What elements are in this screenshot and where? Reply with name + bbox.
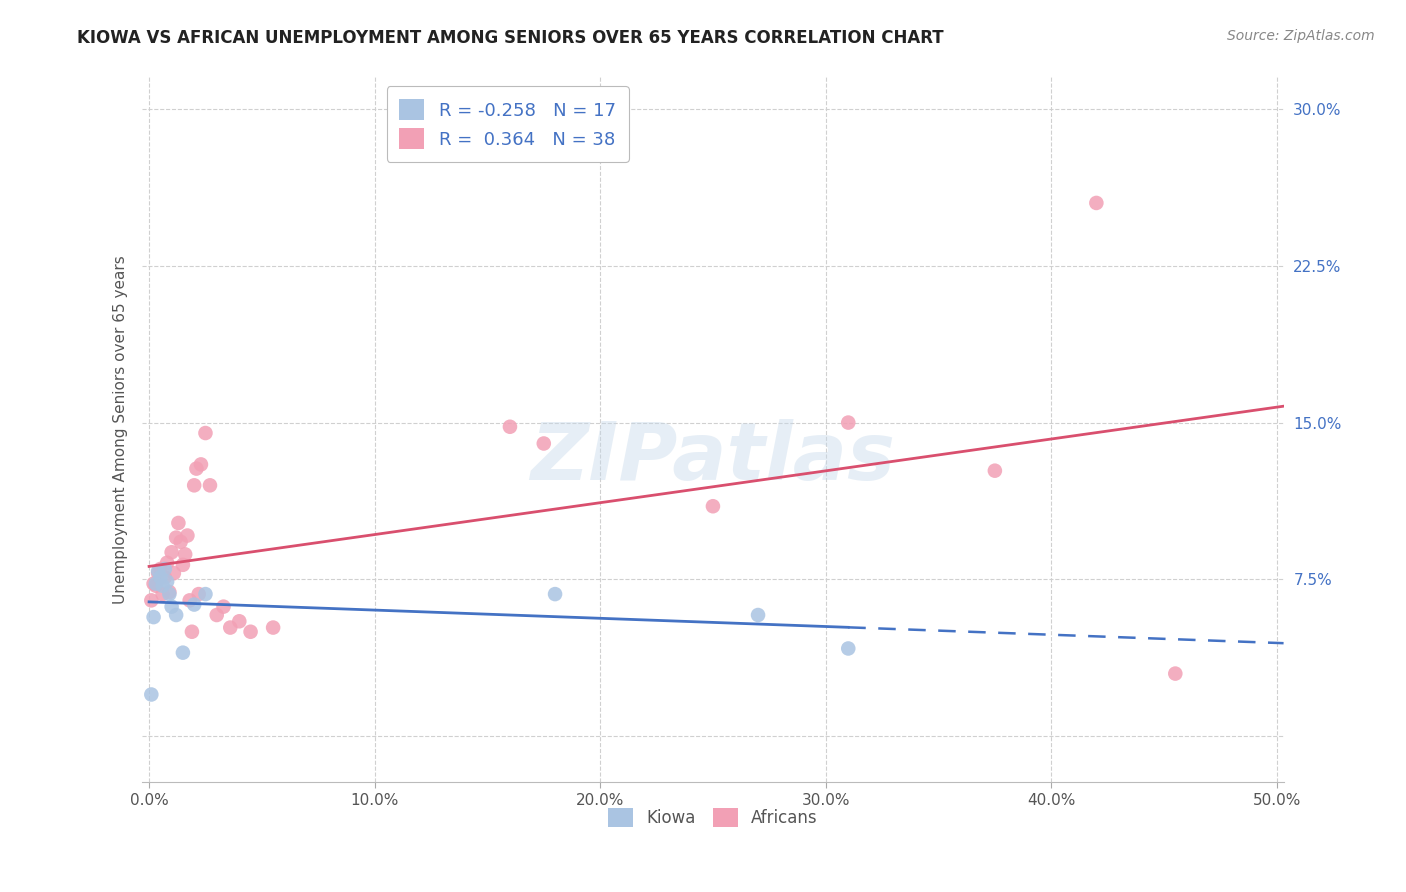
Point (163, 566, 186, 581)
Text: ZIPatlas: ZIPatlas (530, 419, 896, 497)
Point (156, 574, 179, 589)
Point (219, 621, 242, 635)
Point (157, 587, 180, 601)
Point (142, 610, 165, 624)
Point (149, 562, 172, 576)
Point (174, 547, 197, 561)
Point (837, 416, 859, 430)
Point (142, 576, 165, 591)
Point (194, 587, 217, 601)
Legend: Kiowa, Africans: Kiowa, Africans (602, 801, 824, 834)
Point (228, 615, 250, 629)
Text: KIOWA VS AFRICAN UNEMPLOYMENT AMONG SENIORS OVER 65 YEARS CORRELATION CHART: KIOWA VS AFRICAN UNEMPLOYMENT AMONG SENI… (77, 29, 943, 47)
Point (141, 593, 163, 607)
Point (499, 419, 522, 434)
Point (179, 593, 201, 607)
Point (186, 461, 208, 475)
Point (160, 545, 183, 559)
Point (153, 562, 176, 576)
Point (165, 607, 187, 622)
Point (152, 587, 174, 601)
Point (183, 478, 205, 492)
Point (165, 531, 187, 545)
Point (141, 688, 163, 702)
Point (702, 500, 724, 514)
Point (145, 579, 167, 593)
Point (239, 624, 262, 639)
Point (183, 598, 205, 612)
Point (837, 641, 859, 656)
Point (153, 570, 176, 584)
Point (187, 587, 209, 601)
Point (205, 607, 228, 622)
Point (190, 458, 212, 472)
Point (149, 570, 172, 584)
Point (1085, 196, 1108, 211)
Text: Source: ZipAtlas.com: Source: ZipAtlas.com (1227, 29, 1375, 44)
Point (181, 624, 204, 639)
Point (152, 579, 174, 593)
Y-axis label: Unemployment Among Seniors over 65 years: Unemployment Among Seniors over 65 years (114, 255, 128, 604)
Point (1164, 666, 1187, 681)
Point (262, 621, 284, 635)
Point (176, 528, 198, 542)
Point (198, 478, 221, 492)
Point (156, 556, 179, 570)
Point (146, 566, 169, 581)
Point (194, 425, 217, 440)
Point (172, 558, 194, 572)
Point (169, 534, 191, 549)
Point (747, 607, 769, 622)
Point (212, 599, 235, 614)
Point (984, 464, 1007, 478)
Point (157, 585, 180, 599)
Point (533, 436, 555, 450)
Point (544, 587, 567, 601)
Point (160, 599, 183, 614)
Point (172, 646, 194, 660)
Point (146, 564, 169, 578)
Point (145, 576, 167, 591)
Point (167, 516, 190, 530)
